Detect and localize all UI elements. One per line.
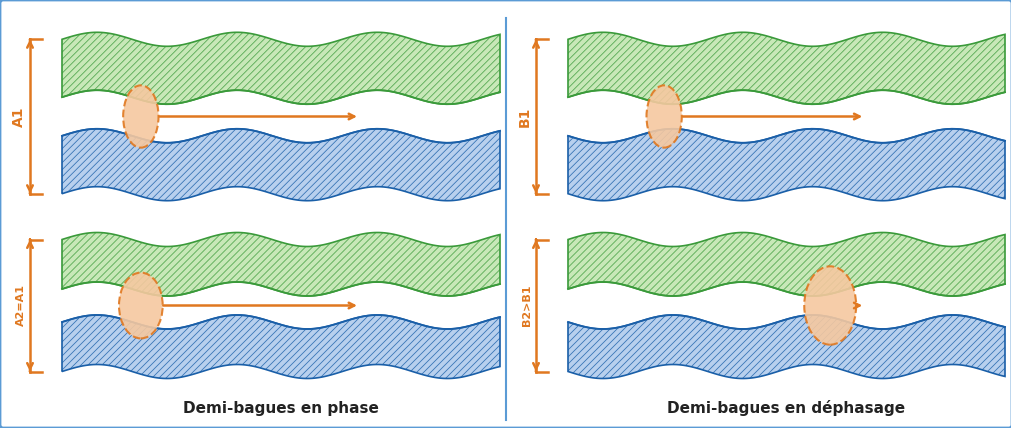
Ellipse shape — [804, 266, 855, 345]
Polygon shape — [567, 129, 1004, 201]
Text: B1: B1 — [518, 106, 532, 127]
Polygon shape — [567, 232, 1004, 296]
Text: Demi-bagues en déphasage: Demi-bagues en déphasage — [667, 400, 905, 416]
Ellipse shape — [119, 273, 163, 339]
Text: Demi-bagues en phase: Demi-bagues en phase — [183, 401, 378, 416]
Polygon shape — [62, 315, 499, 378]
Polygon shape — [62, 129, 499, 201]
Ellipse shape — [646, 85, 681, 148]
Polygon shape — [62, 32, 499, 104]
Polygon shape — [62, 232, 499, 296]
Polygon shape — [567, 32, 1004, 104]
Polygon shape — [567, 315, 1004, 378]
Text: A2=A1: A2=A1 — [16, 285, 26, 327]
Ellipse shape — [123, 85, 159, 148]
Text: A1: A1 — [12, 106, 26, 127]
Text: B2>B1: B2>B1 — [522, 285, 532, 326]
